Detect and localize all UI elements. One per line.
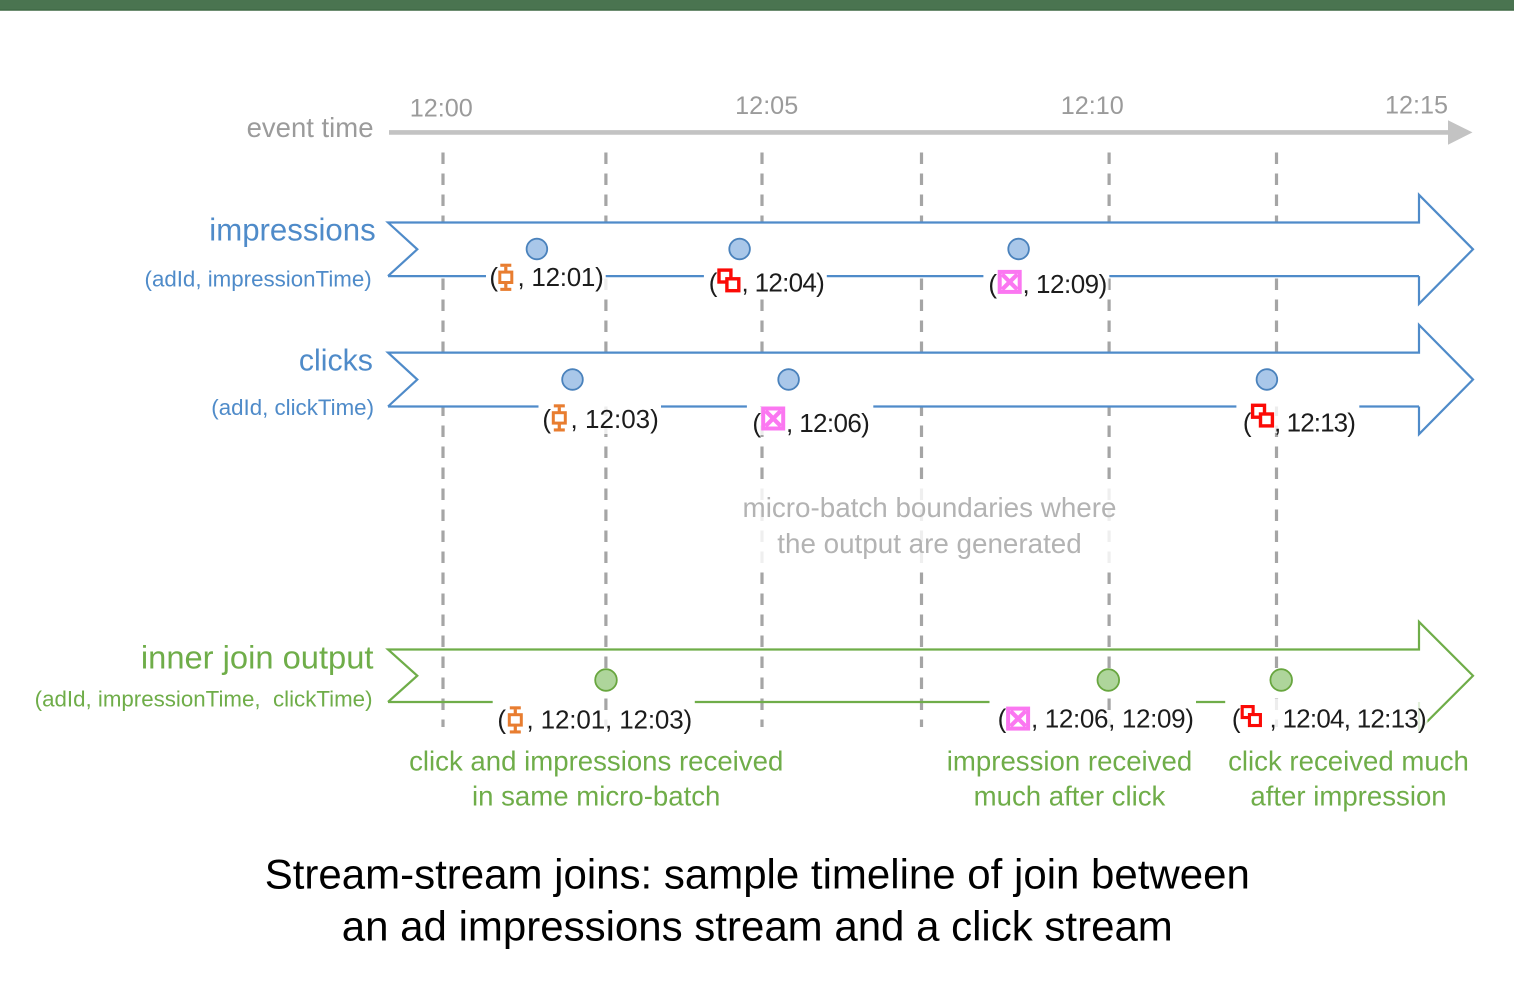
svg-text:12:05: 12:05 (735, 92, 798, 120)
svg-text:(: ( (998, 703, 1007, 733)
svg-text:, 12:04): , 12:04) (742, 267, 825, 297)
svg-text:after impression: after impression (1250, 781, 1446, 812)
svg-text:(: ( (988, 269, 997, 299)
svg-text:click and impressions received: click and impressions received (409, 746, 783, 777)
svg-text:, 12:01): , 12:01) (518, 262, 604, 292)
svg-text:(: ( (709, 267, 718, 297)
svg-text:impressions: impressions (209, 212, 375, 247)
svg-text:12:15: 12:15 (1385, 92, 1448, 120)
svg-text:12:00: 12:00 (410, 94, 473, 122)
svg-text:, 12:06, 12:09): , 12:06, 12:09) (1031, 703, 1194, 733)
svg-text:, 12:09): , 12:09) (1023, 269, 1107, 299)
svg-text:clicks: clicks (299, 344, 373, 377)
svg-text:(: ( (1232, 703, 1241, 733)
svg-text:event time: event time (247, 112, 374, 143)
svg-text:(adId, impressionTime, clickT: (adId, impressionTime, clickTime) (35, 686, 373, 711)
svg-text:inner join output: inner join output (141, 638, 374, 675)
svg-text:the output are generated: the output are generated (777, 528, 1081, 559)
svg-text:, 12:06): , 12:06) (786, 408, 869, 438)
svg-text:micro-batch boundaries where: micro-batch boundaries where (743, 492, 1117, 523)
svg-text:(: ( (489, 262, 498, 292)
svg-text:in same micro-batch: in same micro-batch (472, 781, 720, 812)
svg-text:, 12:03): , 12:03) (571, 404, 659, 434)
svg-text:much after click: much after click (974, 781, 1166, 812)
svg-text:(: ( (752, 408, 761, 438)
svg-text:, 12:13): , 12:13) (1274, 407, 1355, 437)
svg-text:Stream-stream joins: sample ti: Stream-stream joins: sample timeline of … (265, 851, 1250, 898)
svg-text:click received much: click received much (1228, 746, 1469, 777)
svg-text:12:10: 12:10 (1061, 92, 1124, 120)
svg-text:an ad impressions stream and a: an ad impressions stream and a click str… (342, 903, 1173, 950)
svg-text:(: ( (1243, 407, 1252, 437)
svg-text:(: ( (542, 404, 551, 434)
svg-text:impression received: impression received (947, 746, 1192, 777)
svg-text:, 12:04, 12:13): , 12:04, 12:13) (1270, 703, 1427, 733)
svg-text:(adId, impressionTime): (adId, impressionTime) (145, 267, 372, 292)
svg-text:(adId, clickTime): (adId, clickTime) (211, 395, 374, 420)
svg-text:(: ( (497, 704, 506, 734)
svg-text:, 12:01, 12:03): , 12:01, 12:03) (527, 704, 693, 734)
